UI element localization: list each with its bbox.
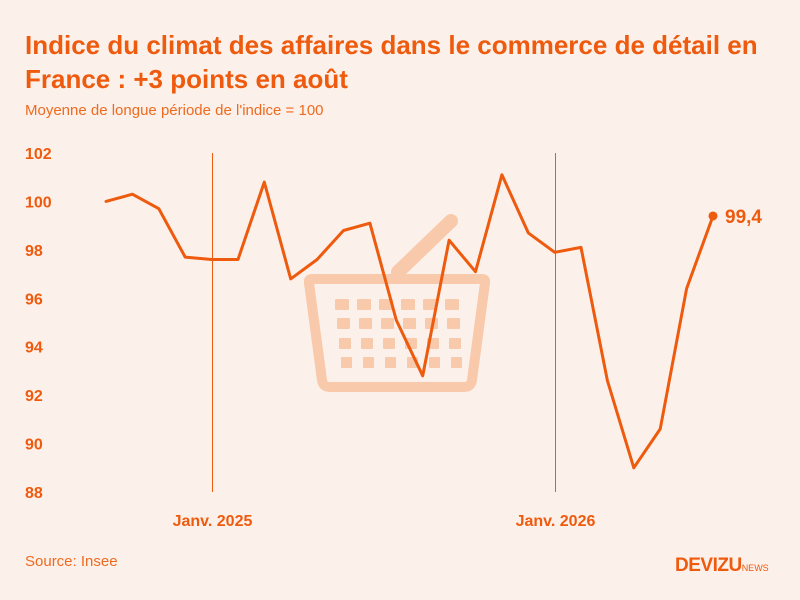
basket-cell	[339, 338, 351, 349]
basket-cell	[403, 318, 416, 329]
year-marker-lines	[212, 153, 556, 492]
y-tick-label: 90	[25, 437, 43, 454]
brand-logo: DEVIZUNEWS	[675, 555, 769, 577]
basket-cell	[383, 338, 395, 349]
y-axis-tick-labels: 88 90 92 94 96 98 100 102	[25, 146, 52, 502]
basket-handle	[391, 214, 458, 279]
basket-cell	[335, 299, 349, 310]
series-line	[104, 173, 715, 470]
chart-subtitle: Moyenne de longue période de l'indice = …	[25, 102, 324, 119]
x-axis-label: Janv. 2026	[516, 513, 596, 530]
last-point-marker	[708, 211, 718, 221]
basket-cell	[447, 318, 460, 329]
basket-cell	[385, 357, 396, 368]
brand-name: DEVIZU	[675, 555, 742, 576]
basket-body	[303, 274, 491, 392]
y-tick-label: 92	[25, 388, 43, 405]
basket-cell	[359, 318, 372, 329]
basket-cell	[361, 338, 373, 349]
y-tick-label: 102	[25, 146, 52, 163]
y-tick-label: 94	[25, 340, 43, 357]
brand-suffix: NEWS	[741, 563, 769, 573]
basket-cell	[357, 299, 371, 310]
chart-title: Indice du climat des affaires dans le co…	[25, 30, 758, 94]
y-tick-label: 100	[25, 194, 52, 211]
basket-cell	[445, 299, 459, 310]
y-tick-label: 88	[25, 485, 43, 502]
y-tick-label: 96	[25, 291, 43, 308]
y-tick-label: 98	[25, 243, 43, 260]
last-value-label: 99,4	[725, 207, 762, 228]
basket-cell	[337, 318, 350, 329]
series-group: 99,4	[104, 173, 762, 470]
basket-cell	[379, 299, 393, 310]
basket-cell	[449, 338, 461, 349]
basket-cell	[451, 357, 462, 368]
basket-cell	[341, 357, 352, 368]
x-axis-label: Janv. 2025	[173, 513, 253, 530]
x-axis-labels: Janv. 2025 Janv. 2026	[173, 513, 596, 530]
basket-cell	[401, 299, 415, 310]
source-note: Source: Insee	[25, 553, 118, 570]
basket-cell	[381, 318, 394, 329]
basket-cell	[363, 357, 374, 368]
basket-cell	[423, 299, 437, 310]
basket-cell	[429, 357, 440, 368]
shopping-basket-icon	[303, 214, 491, 392]
